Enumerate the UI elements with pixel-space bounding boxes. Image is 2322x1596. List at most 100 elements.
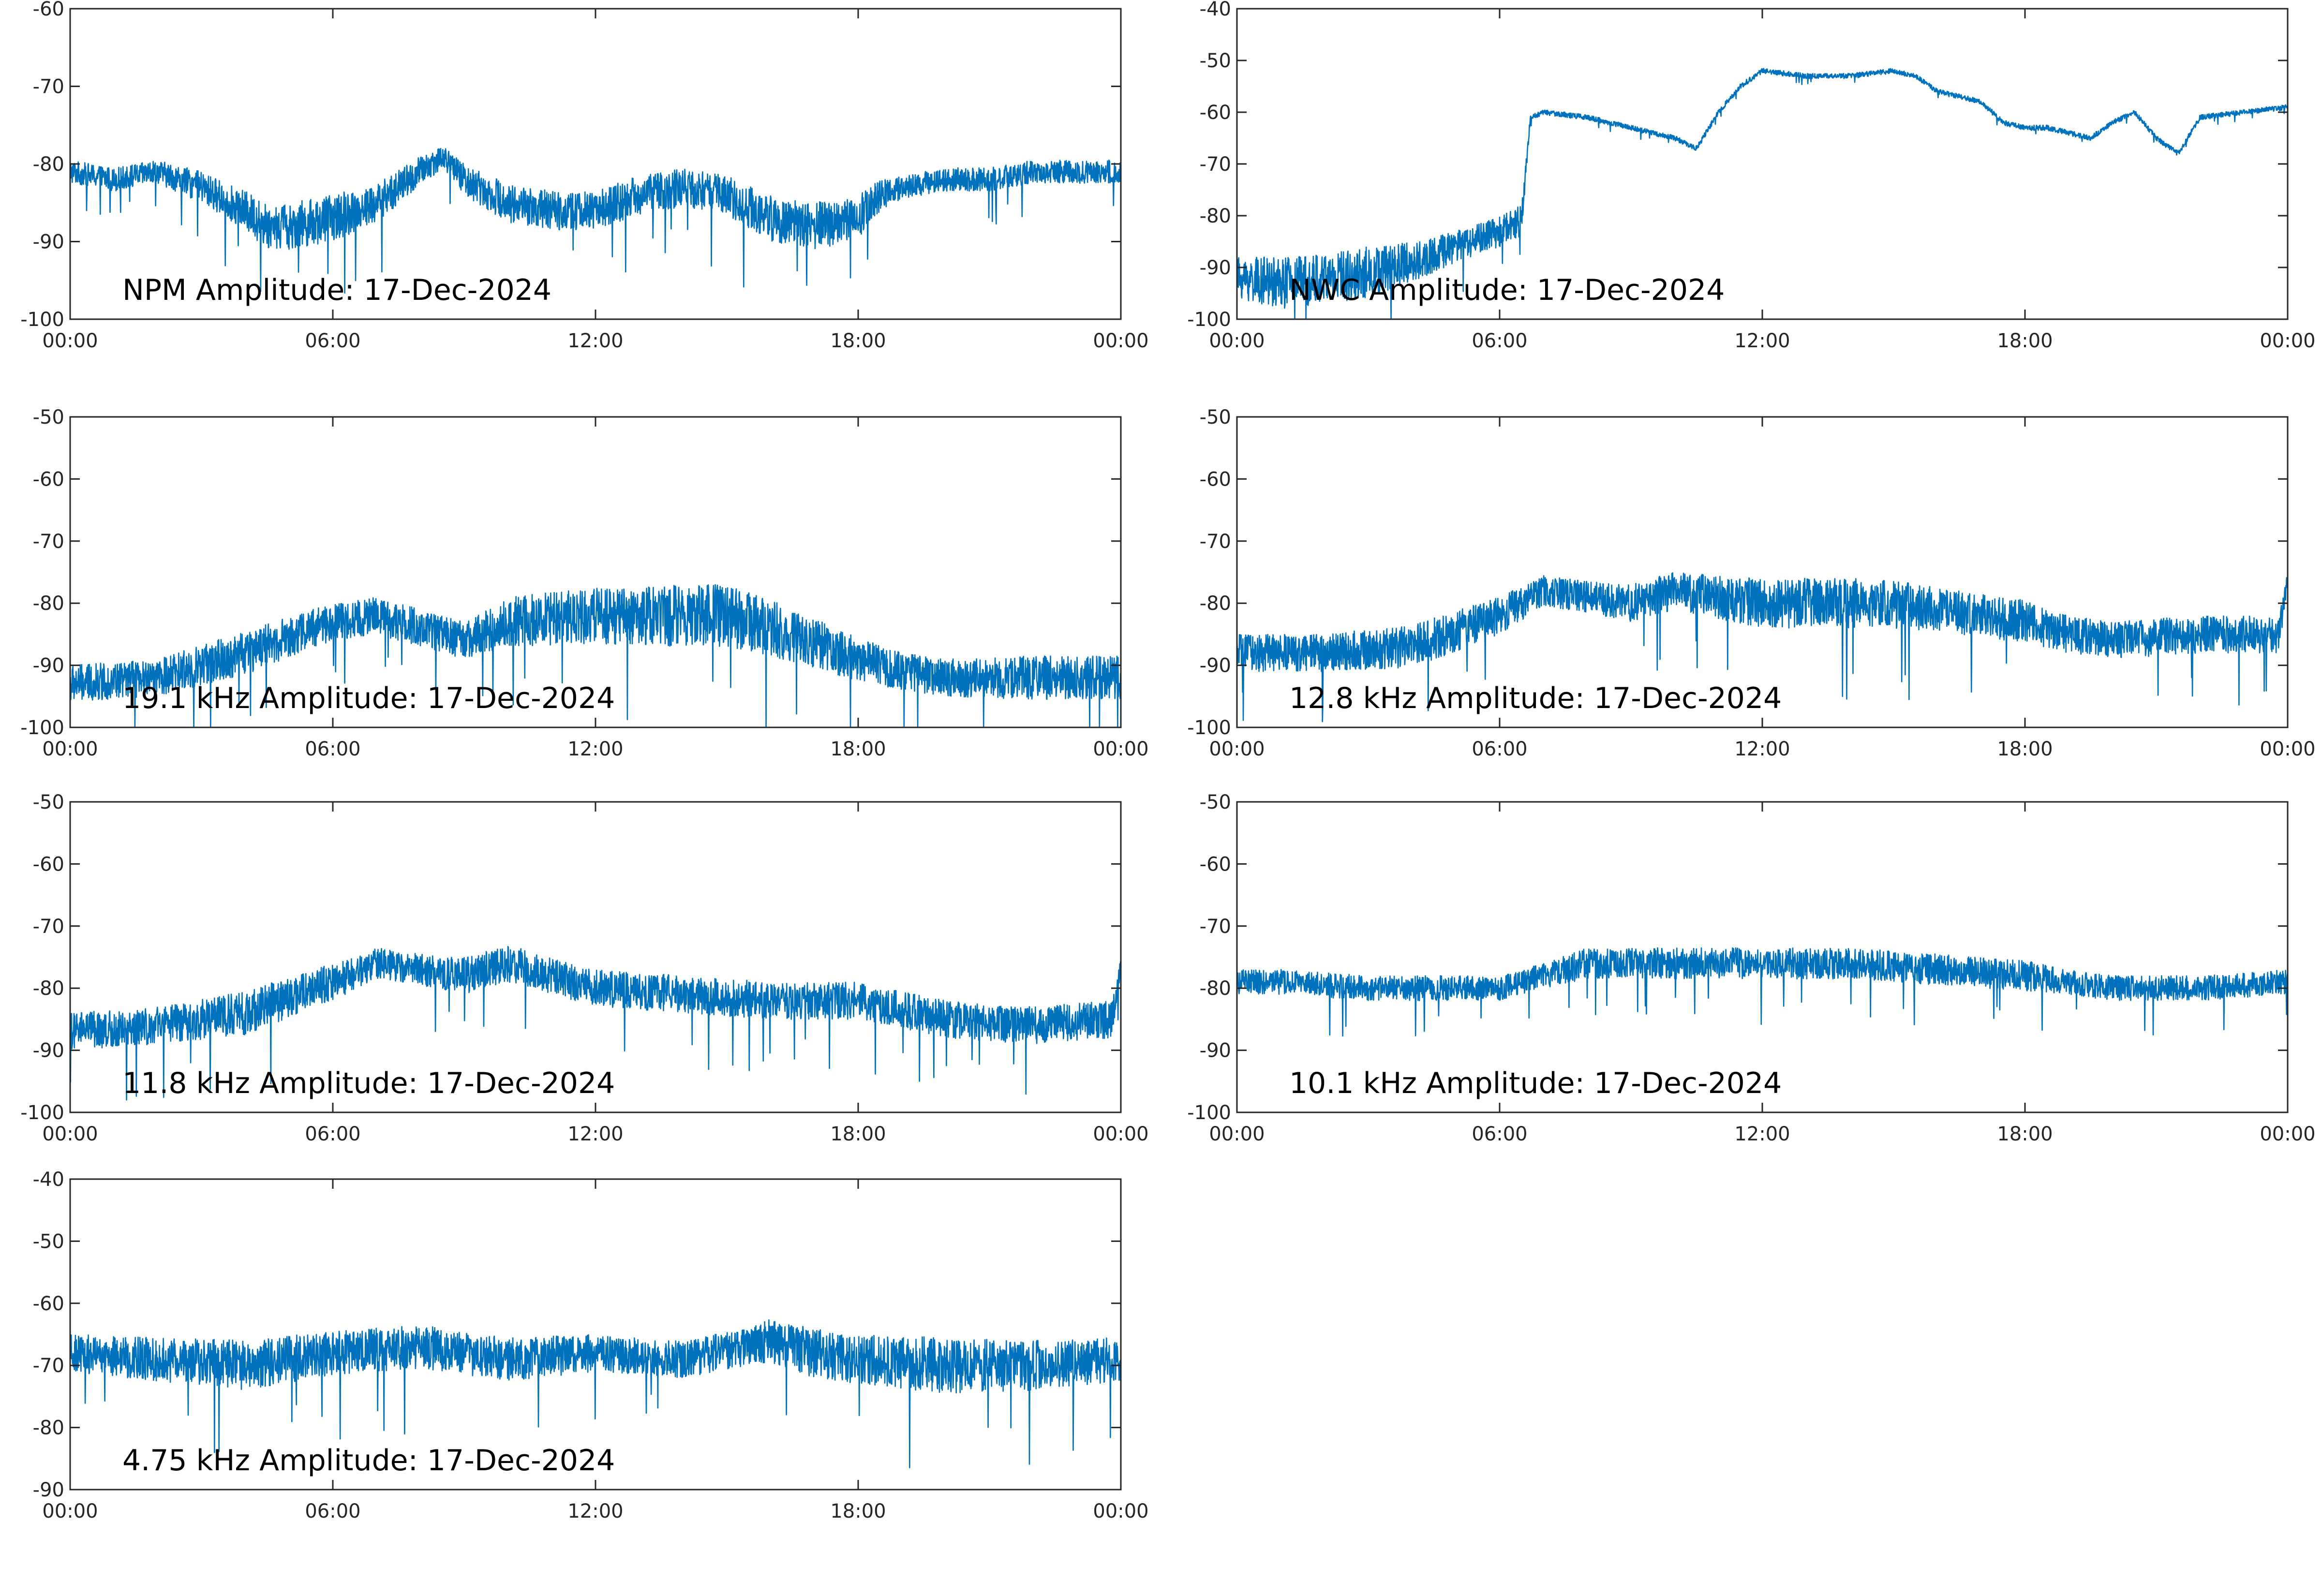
y-tick-label: -60	[33, 0, 64, 20]
x-tick-label: 18:00	[830, 1123, 886, 1145]
y-tick-label: -100	[1187, 1102, 1231, 1124]
y-tick-label: -90	[1200, 257, 1231, 279]
x-tick-label: 12:00	[567, 1500, 623, 1522]
x-tick-label: 00:00	[1209, 1123, 1265, 1145]
panel-title: 12.8 kHz Amplitude: 17-Dec-2024	[1289, 681, 1782, 715]
y-tick-label: -40	[33, 1168, 64, 1191]
x-tick-label: 06:00	[305, 1123, 360, 1145]
y-tick-label: -100	[20, 309, 64, 331]
series-line	[69, 946, 1122, 1101]
y-tick-label: -50	[1200, 406, 1231, 429]
series-line	[1236, 947, 2289, 1037]
y-tick-label: -70	[33, 76, 64, 98]
y-tick-label: -60	[1200, 468, 1231, 490]
panel-title: 11.8 kHz Amplitude: 17-Dec-2024	[122, 1066, 615, 1100]
y-tick-label: -80	[1200, 592, 1231, 615]
x-tick-label: 00:00	[42, 330, 98, 352]
series-line	[1236, 68, 2289, 320]
panel-title: NPM Amplitude: 17-Dec-2024	[122, 273, 551, 307]
y-tick-label: -50	[33, 791, 64, 813]
x-tick-label: 12:00	[567, 738, 623, 760]
axes-frame	[69, 8, 1122, 320]
y-tick-label: -70	[1200, 916, 1231, 938]
panel-title: 10.1 kHz Amplitude: 17-Dec-2024	[1289, 1066, 1782, 1100]
axes-frame	[69, 1178, 1122, 1491]
panel-title: 4.75 kHz Amplitude: 17-Dec-2024	[122, 1444, 615, 1478]
y-tick-label: -60	[33, 853, 64, 875]
y-tick-label: -80	[33, 592, 64, 615]
y-tick-label: -90	[1200, 1040, 1231, 1062]
x-tick-label: 00:00	[42, 738, 98, 760]
x-tick-label: 12:00	[567, 1123, 623, 1145]
y-tick-label: -100	[1187, 309, 1231, 331]
y-tick-label: -60	[33, 468, 64, 490]
x-tick-label: 12:00	[1734, 330, 1790, 352]
y-tick-label: -80	[1200, 205, 1231, 227]
y-tick-label: -50	[33, 1230, 64, 1253]
x-tick-label: 12:00	[1734, 1123, 1790, 1145]
y-tick-label: -50	[1200, 791, 1231, 813]
x-tick-label: 06:00	[305, 330, 360, 352]
axes-frame	[69, 801, 1122, 1113]
y-tick-label: -90	[33, 655, 64, 677]
x-tick-label: 12:00	[567, 330, 623, 352]
x-tick-label: 18:00	[1997, 330, 2053, 352]
y-tick-label: -70	[33, 916, 64, 938]
y-tick-label: -40	[1200, 0, 1231, 20]
y-tick-label: -100	[20, 1102, 64, 1124]
y-tick-label: -60	[33, 1293, 64, 1315]
y-tick-label: -70	[33, 531, 64, 553]
axes-frame	[1236, 801, 2289, 1113]
panel-title: 19.1 kHz Amplitude: 17-Dec-2024	[122, 681, 615, 715]
y-tick-label: -90	[33, 1479, 64, 1501]
y-tick-label: -70	[1200, 153, 1231, 176]
x-tick-label: 00:00	[42, 1500, 98, 1522]
x-tick-label: 00:00	[42, 1123, 98, 1145]
y-tick-label: -100	[1187, 717, 1231, 739]
y-tick-label: -70	[1200, 531, 1231, 553]
x-tick-label: 06:00	[1472, 330, 1527, 352]
series-line	[69, 584, 1122, 728]
y-tick-label: -80	[33, 153, 64, 176]
x-tick-label: 00:00	[1093, 738, 1148, 760]
x-tick-label: 18:00	[830, 1500, 886, 1522]
y-tick-label: -70	[33, 1355, 64, 1377]
x-tick-label: 00:00	[1209, 738, 1265, 760]
x-tick-label: 00:00	[1209, 330, 1265, 352]
series-line	[69, 1319, 1122, 1468]
x-tick-label: 18:00	[1997, 738, 2053, 760]
x-tick-label: 06:00	[305, 738, 360, 760]
panel-title: NWC Amplitude: 17-Dec-2024	[1289, 273, 1725, 307]
x-tick-label: 06:00	[305, 1500, 360, 1522]
y-tick-label: -90	[33, 1040, 64, 1062]
x-tick-label: 18:00	[830, 330, 886, 352]
x-tick-label: 00:00	[2260, 738, 2315, 760]
x-tick-label: 00:00	[1093, 1500, 1148, 1522]
axes-frame	[1236, 416, 2289, 728]
y-tick-label: -60	[1200, 102, 1231, 124]
x-tick-label: 18:00	[1997, 1123, 2053, 1145]
x-tick-label: 00:00	[1093, 1123, 1148, 1145]
x-tick-label: 00:00	[2260, 330, 2315, 352]
y-tick-label: -90	[1200, 655, 1231, 677]
x-tick-label: 18:00	[830, 738, 886, 760]
x-tick-label: 06:00	[1472, 1123, 1527, 1145]
y-tick-label: -80	[33, 1417, 64, 1439]
y-tick-label: -50	[1200, 50, 1231, 72]
x-tick-label: 00:00	[2260, 1123, 2315, 1145]
x-tick-label: 00:00	[1093, 330, 1148, 352]
x-tick-label: 12:00	[1734, 738, 1790, 760]
y-tick-label: -50	[33, 406, 64, 429]
